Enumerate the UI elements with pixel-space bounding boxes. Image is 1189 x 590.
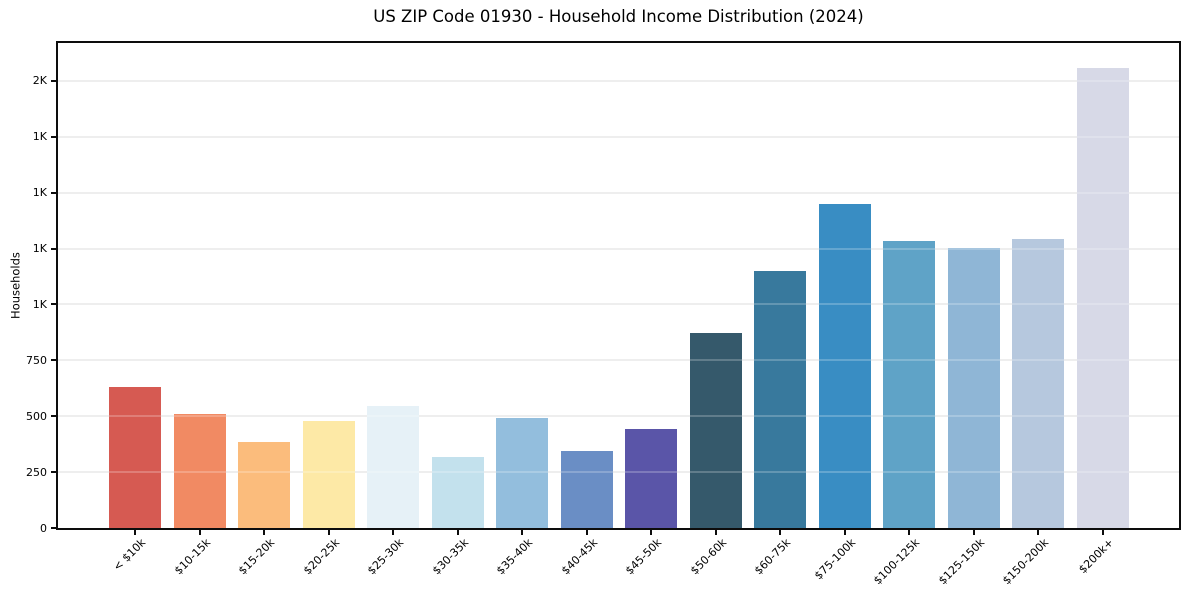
- gridline: [58, 135, 1179, 138]
- bar-$10-15k: [173, 414, 226, 528]
- x-tick: [908, 530, 910, 535]
- x-tick-label: $35-40k: [493, 536, 536, 578]
- gridline: [58, 415, 1179, 418]
- x-tick: [650, 530, 652, 535]
- x-tick-label: $20-25k: [300, 536, 342, 578]
- bar-$75-100k: [818, 204, 871, 528]
- gridline-overlay: [58, 135, 1179, 138]
- x-tick-label: $15-20k: [235, 536, 278, 578]
- x-tick-label: $50-60k: [687, 536, 729, 578]
- y-tick: [51, 359, 56, 362]
- bar-$30-35k: [431, 456, 484, 528]
- gridline: [58, 191, 1179, 194]
- bar-$50-60k: [689, 333, 742, 528]
- x-tick-label: $30-35k: [429, 536, 471, 578]
- x-tick: [392, 530, 394, 535]
- x-tick-label: $75-100k: [811, 536, 858, 583]
- x-tick-label: $45-50k: [622, 536, 665, 578]
- y-tick-label: 2K: [32, 74, 47, 88]
- x-tick: [843, 530, 846, 535]
- gridline-overlay: [58, 247, 1179, 250]
- x-tick-label: $10-15k: [171, 536, 213, 578]
- y-tick: [51, 303, 56, 306]
- bar-$125-150k: [947, 248, 1000, 528]
- x-tick-label: $25-30k: [364, 536, 407, 578]
- gridline: [58, 303, 1179, 306]
- chart-title: US ZIP Code 01930 - Household Income Dis…: [373, 7, 864, 26]
- y-tick-label: 1K: [32, 130, 47, 144]
- x-tick: [327, 530, 330, 535]
- gridline-overlay: [58, 359, 1179, 362]
- bar-$20-25k: [302, 420, 355, 528]
- gridline-overlay: [58, 415, 1179, 418]
- bar-$40-45k: [560, 450, 613, 528]
- x-tick-label: $60-75k: [751, 536, 794, 578]
- gridline: [58, 471, 1179, 474]
- x-tick-label: < $10k: [110, 536, 149, 574]
- gridline-overlay: [58, 79, 1179, 82]
- y-tick-label: 750: [26, 353, 47, 367]
- x-tick: [714, 530, 717, 535]
- x-tick: [456, 530, 459, 535]
- y-tick-label: 250: [26, 465, 47, 479]
- y-tick: [51, 415, 56, 418]
- gridline-overlay: [58, 303, 1179, 306]
- x-tick: [779, 530, 781, 535]
- y-tick: [51, 79, 56, 82]
- y-tick-label: 0: [40, 521, 47, 535]
- bar-$35-40k: [496, 417, 548, 528]
- y-tick: [51, 135, 56, 138]
- y-tick: [51, 247, 56, 250]
- x-tick-label: $200k+: [1075, 536, 1116, 577]
- gridline: [58, 79, 1179, 82]
- bar-$200k+: [1076, 67, 1129, 528]
- x-tick: [1037, 530, 1039, 535]
- bar-< $10k: [109, 387, 161, 528]
- bar-$60-75k: [754, 270, 806, 528]
- y-tick-label: 1K: [32, 242, 47, 256]
- gridline: [58, 247, 1179, 250]
- gridline-overlay: [58, 191, 1179, 194]
- y-tick-label: 1K: [32, 186, 47, 200]
- x-tick: [585, 530, 588, 535]
- x-tick-label: $40-45k: [558, 536, 600, 578]
- x-tick: [134, 530, 136, 535]
- y-tick: [51, 471, 56, 474]
- gridline-overlay: [58, 471, 1179, 474]
- x-tick-label: $100-125k: [871, 536, 923, 588]
- bar-$45-50k: [625, 429, 677, 528]
- bar-$150-200k: [1012, 239, 1064, 528]
- bar-$100-125k: [883, 240, 935, 528]
- y-tick-label: 1K: [32, 297, 47, 311]
- plot-area: [56, 41, 1181, 535]
- y-tick: [51, 191, 56, 194]
- x-tick-label: $150-200k: [1000, 536, 1052, 588]
- gridline: [58, 359, 1179, 362]
- x-tick-label: $125-150k: [935, 536, 987, 588]
- x-tick: [521, 530, 523, 535]
- x-tick: [1101, 530, 1104, 535]
- bar-$25-30k: [367, 406, 419, 528]
- y-tick-label: 500: [26, 409, 47, 423]
- bar-$15-20k: [238, 441, 290, 528]
- x-tick: [263, 530, 265, 535]
- x-tick: [972, 530, 975, 535]
- y-tick: [51, 527, 56, 529]
- x-tick: [198, 530, 201, 535]
